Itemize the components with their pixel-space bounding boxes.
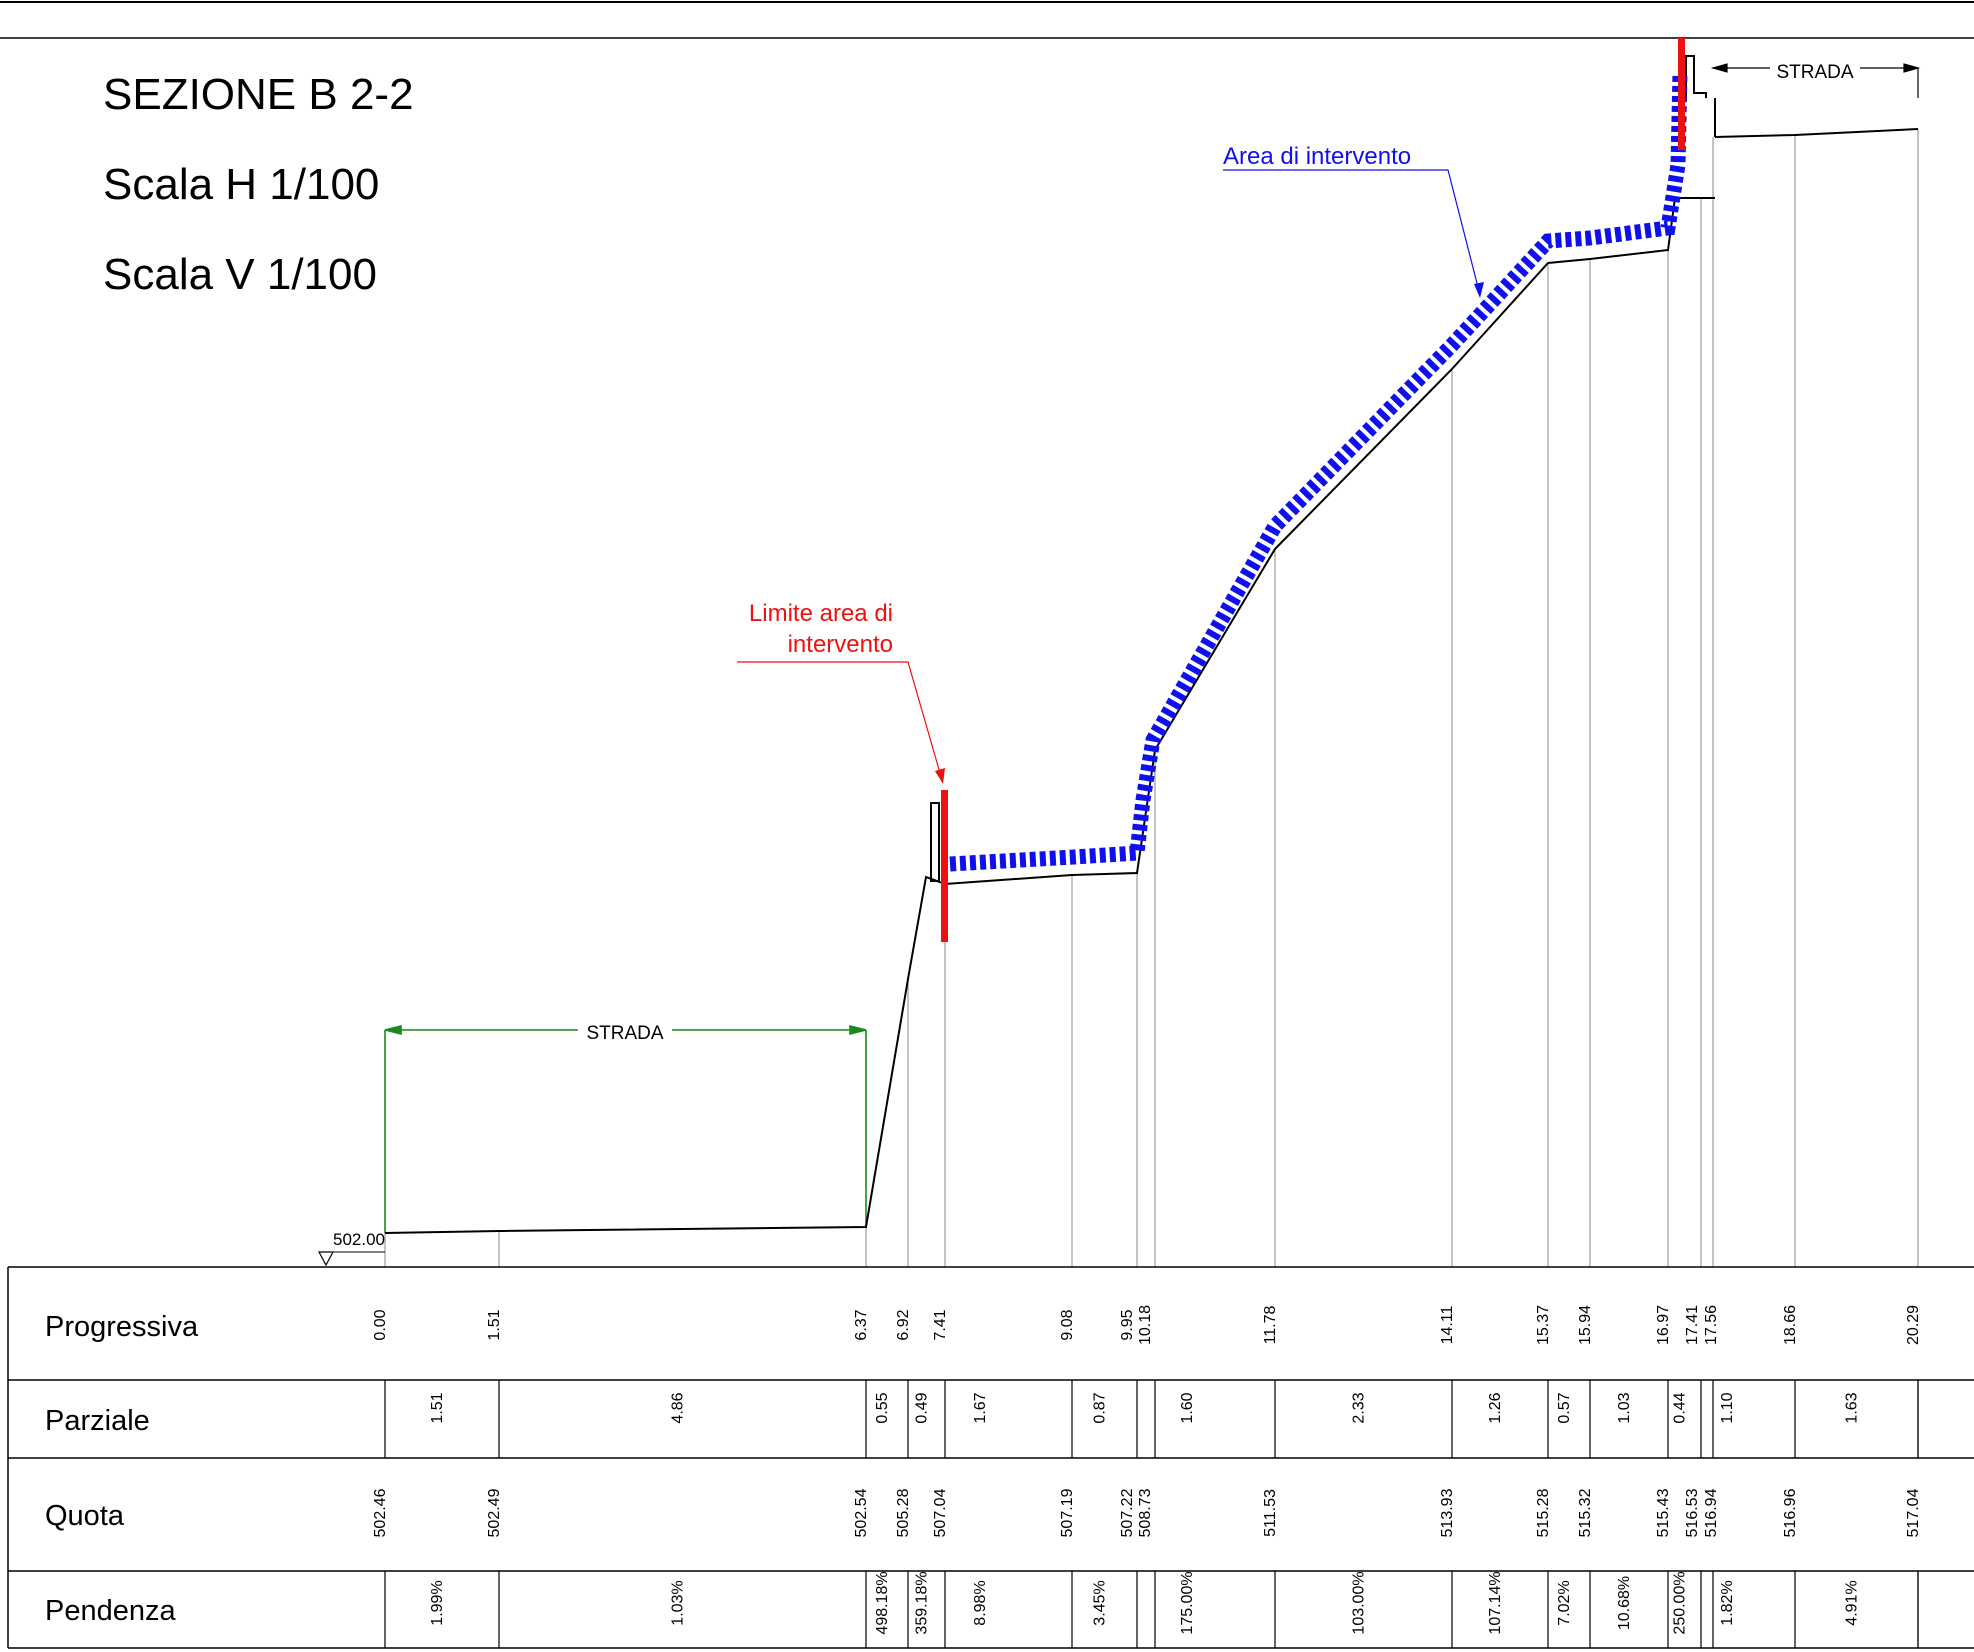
row-label-progressiva: Progressiva	[45, 1311, 198, 1344]
quota-value: 507.19	[1059, 1488, 1076, 1537]
pendenza-value: 1.99%	[429, 1580, 446, 1625]
road-label-right: STRADA	[1776, 62, 1853, 83]
pendenza-value: 498.18%	[874, 1571, 891, 1634]
pendenza-value: 7.02%	[1556, 1580, 1573, 1625]
progressiva-value: 14.11	[1439, 1305, 1456, 1344]
row-label-quota: Quota	[45, 1500, 124, 1533]
quota-value: 511.53	[1262, 1489, 1279, 1537]
progressiva-value: 0.00	[372, 1309, 389, 1340]
road-dimension-left	[385, 1026, 866, 1233]
scale-v-label: Scala V 1/100	[103, 250, 377, 300]
parziale-value: 0.55	[874, 1392, 891, 1423]
pendenza-value: 8.98%	[972, 1580, 989, 1625]
progressiva-value: 6.92	[895, 1309, 912, 1340]
parziale-value: 1.60	[1179, 1392, 1196, 1423]
progressiva-value: 16.97	[1655, 1305, 1672, 1345]
parziale-value: 1.26	[1487, 1392, 1504, 1423]
quota-value: 513.93	[1439, 1488, 1456, 1537]
scale-h-label: Scala H 1/100	[103, 160, 379, 210]
parziale-value: 1.03	[1616, 1392, 1633, 1423]
progressiva-value: 18.66	[1782, 1305, 1799, 1345]
road-surface-right	[1715, 129, 1918, 137]
limit-leader-arrow	[935, 768, 945, 784]
quota-value: 516.94	[1703, 1488, 1720, 1537]
row-label-parziale: Parziale	[45, 1405, 150, 1438]
progressiva-value: 15.94	[1577, 1305, 1594, 1345]
quota-value: 516.53	[1684, 1488, 1701, 1537]
parziale-value: 0.87	[1092, 1392, 1109, 1423]
quota-value: 505.28	[895, 1488, 912, 1537]
quota-value: 517.04	[1905, 1488, 1922, 1537]
area-leader	[1223, 170, 1480, 295]
progressiva-value: 15.37	[1535, 1305, 1552, 1345]
quota-value: 502.46	[372, 1488, 389, 1537]
progressiva-value: 9.95	[1119, 1309, 1136, 1340]
quota-value: 508.73	[1137, 1488, 1154, 1537]
pendenza-value: 1.03%	[670, 1580, 687, 1625]
parziale-value: 0.44	[1672, 1392, 1689, 1423]
pendenza-value: 107.14%	[1487, 1571, 1504, 1634]
datum-triangle-icon	[319, 1252, 333, 1265]
quota-value: 516.96	[1782, 1488, 1799, 1537]
limit-line-right	[1678, 38, 1685, 150]
pendenza-value: 1.82%	[1719, 1580, 1736, 1625]
parziale-value: 0.57	[1556, 1392, 1573, 1423]
quota-value: 515.28	[1535, 1488, 1552, 1537]
parziale-value: 4.86	[670, 1392, 687, 1423]
row-label-pendenza: Pendenza	[45, 1595, 176, 1628]
progressiva-value: 17.56	[1703, 1305, 1720, 1345]
progressiva-value: 20.29	[1905, 1305, 1922, 1345]
progressiva-value: 7.41	[932, 1309, 949, 1340]
parziale-value: 1.10	[1719, 1392, 1736, 1423]
progressiva-value: 11.78	[1262, 1305, 1279, 1344]
ground-profile	[385, 198, 1715, 1233]
pendenza-value: 103.00%	[1351, 1571, 1368, 1634]
wall-left	[931, 803, 939, 881]
parziale-value: 1.67	[972, 1392, 989, 1423]
quota-value: 502.54	[853, 1488, 870, 1537]
pendenza-value: 3.45%	[1092, 1580, 1109, 1625]
data-table-values: 0.00 1.51 6.37 6.92 7.41 9.08 9.95 10.18 11.78 14…	[372, 1305, 1922, 1648]
section-title: SEZIONE B 2-2	[103, 70, 414, 120]
pendenza-value: 359.18%	[914, 1571, 931, 1634]
parziale-value: 1.63	[1844, 1392, 1861, 1423]
limit-label-line1: Limite area di	[749, 600, 893, 627]
datum-label: 502.00	[333, 1230, 385, 1249]
progressiva-value: 17.41	[1684, 1305, 1701, 1345]
quota-value: 507.22	[1119, 1488, 1136, 1537]
pendenza-value: 4.91%	[1844, 1580, 1861, 1625]
wall-right	[1686, 56, 1706, 98]
limit-leader	[737, 662, 942, 780]
limit-label-line2: intervento	[788, 631, 893, 658]
parziale-value: 0.49	[914, 1392, 931, 1423]
progressiva-value: 9.08	[1059, 1309, 1076, 1340]
progressiva-value: 10.18	[1137, 1305, 1154, 1345]
pendenza-value: 175.00%	[1179, 1571, 1196, 1634]
parziale-value: 2.33	[1351, 1392, 1368, 1423]
pendenza-value: 10.68%	[1616, 1576, 1633, 1630]
quota-value: 515.32	[1577, 1488, 1594, 1537]
progressiva-value: 1.51	[486, 1309, 503, 1340]
intervention-area-line	[950, 72, 1680, 864]
reference-lines	[385, 129, 1918, 1267]
road-label-left: STRADA	[586, 1023, 663, 1044]
quota-value: 507.04	[932, 1488, 949, 1537]
limit-line-left	[941, 790, 948, 942]
pendenza-value: 250.00%	[1672, 1571, 1689, 1634]
area-leader-arrow	[1474, 282, 1484, 298]
quota-value: 515.43	[1655, 1488, 1672, 1537]
parziale-value: 1.51	[429, 1392, 446, 1423]
quota-value: 502.49	[486, 1488, 503, 1537]
progressiva-value: 6.37	[853, 1309, 870, 1340]
area-label: Area di intervento	[1223, 143, 1411, 170]
